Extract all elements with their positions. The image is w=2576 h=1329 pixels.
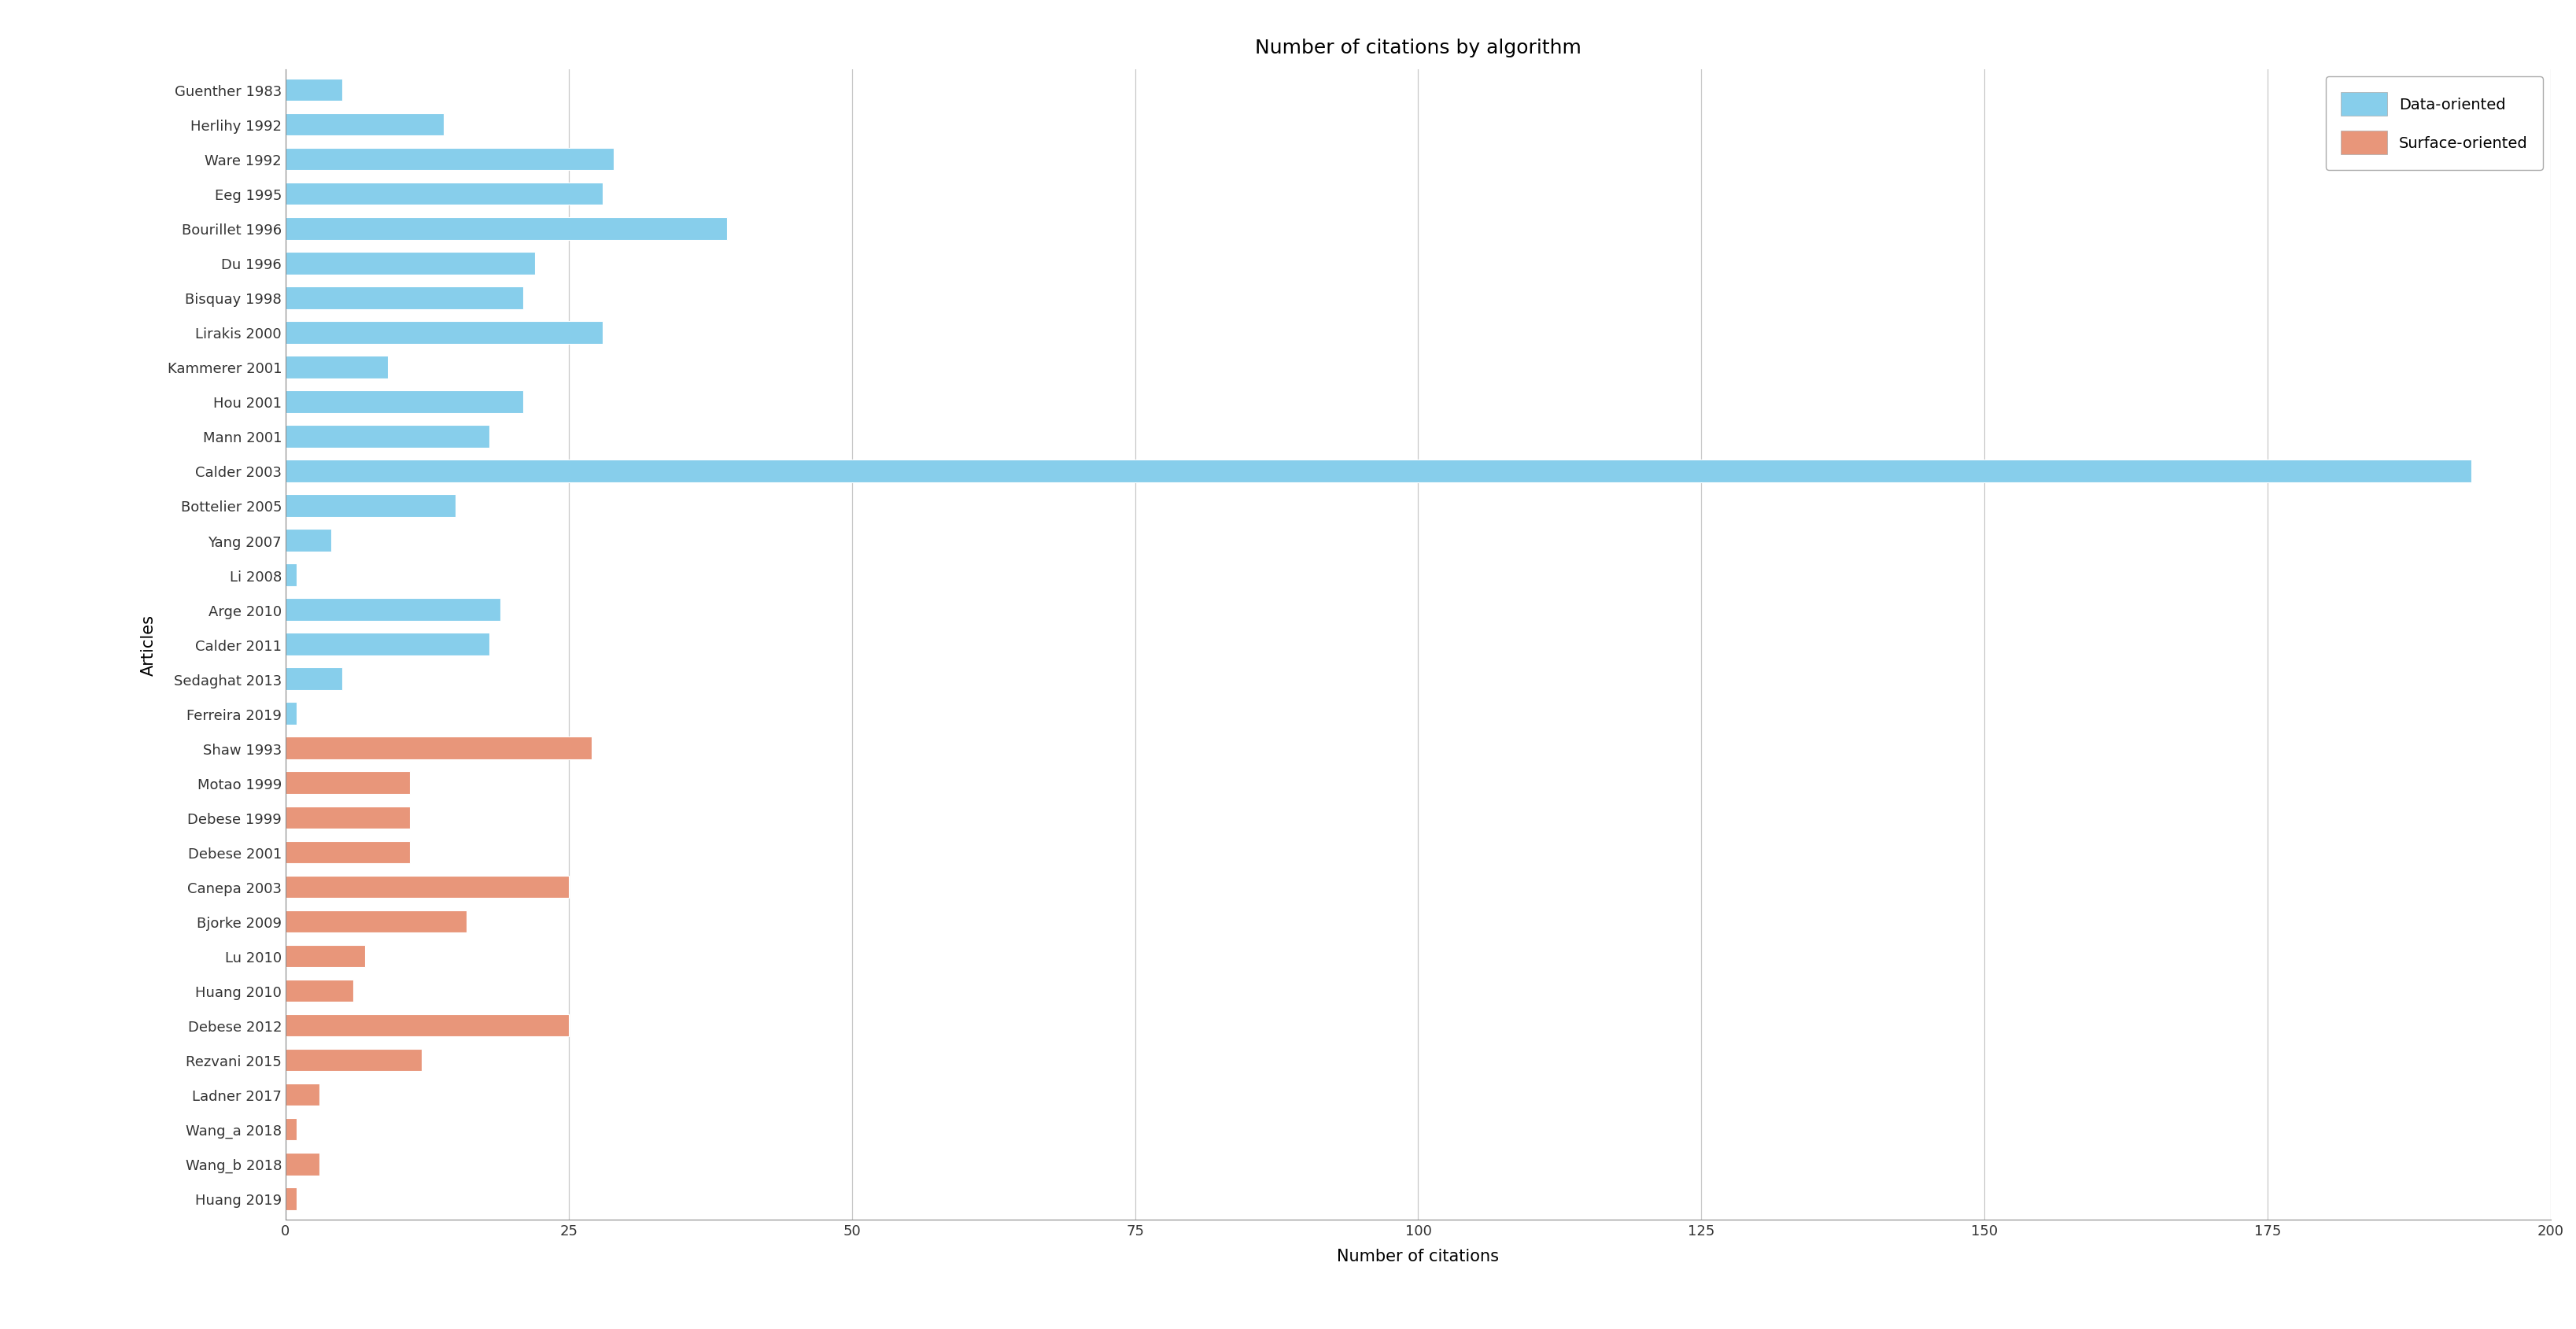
Bar — [286, 529, 330, 552]
Bar — [286, 807, 410, 829]
Bar — [286, 668, 343, 691]
Bar — [286, 598, 500, 621]
Bar — [286, 703, 296, 726]
Bar — [286, 287, 523, 310]
Bar — [286, 1014, 569, 1037]
Bar — [286, 149, 613, 171]
Bar — [286, 634, 489, 655]
Bar — [286, 772, 410, 795]
Bar — [286, 391, 523, 413]
Bar — [286, 425, 489, 448]
Bar — [286, 1118, 296, 1140]
Bar — [286, 738, 592, 760]
Bar — [286, 1187, 296, 1209]
Bar — [286, 979, 353, 1002]
Bar — [286, 460, 2470, 482]
X-axis label: Number of citations: Number of citations — [1337, 1248, 1499, 1264]
Bar — [286, 218, 726, 241]
Bar — [286, 841, 410, 864]
Bar — [286, 253, 536, 275]
Y-axis label: Articles: Articles — [142, 614, 157, 675]
Bar — [286, 876, 569, 898]
Bar — [286, 945, 366, 968]
Bar — [286, 563, 296, 586]
Bar — [286, 1083, 319, 1106]
Bar — [286, 494, 456, 517]
Bar — [286, 114, 443, 137]
Bar — [286, 322, 603, 344]
Legend: Data-oriented, Surface-oriented: Data-oriented, Surface-oriented — [2326, 77, 2543, 170]
Bar — [286, 183, 603, 206]
Bar — [286, 356, 386, 379]
Bar — [286, 80, 343, 102]
Bar — [286, 910, 466, 933]
Bar — [286, 1152, 319, 1175]
Title: Number of citations by algorithm: Number of citations by algorithm — [1255, 39, 1582, 57]
Bar — [286, 1049, 422, 1071]
